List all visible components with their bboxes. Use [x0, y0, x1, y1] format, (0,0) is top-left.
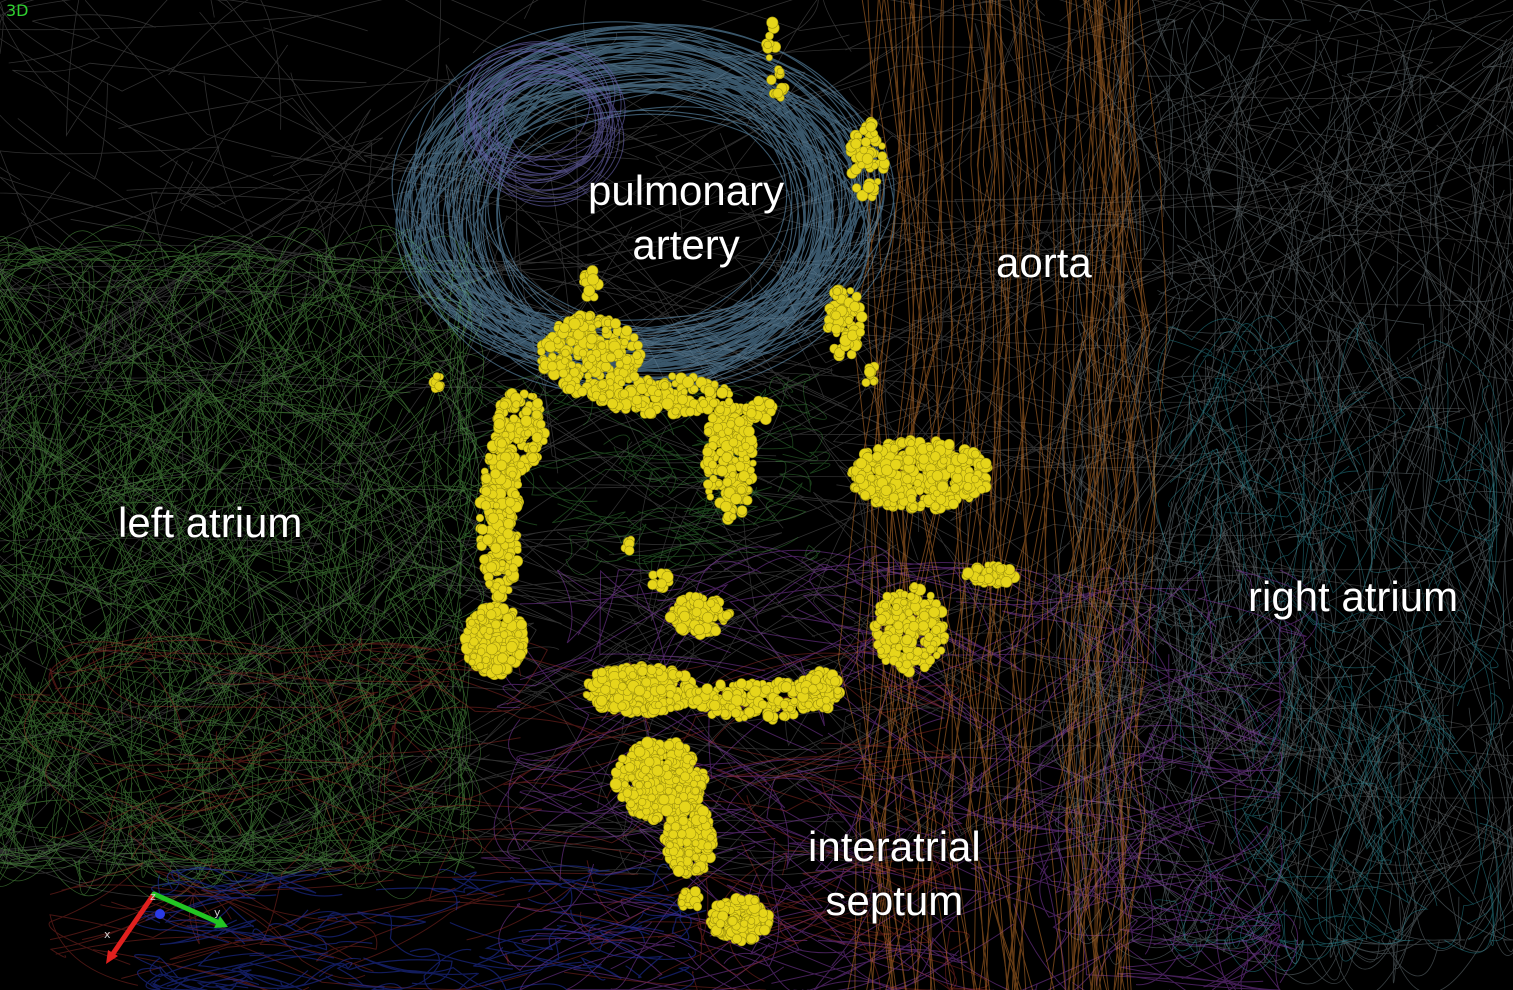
x-axis-line: [107, 891, 157, 961]
z-axis-dot: [155, 909, 165, 919]
axis-orientation-gizmo: x y z: [104, 890, 228, 964]
z-axis-label: z: [150, 890, 156, 903]
label-pulmonary-artery-line1: pulmonary: [588, 167, 785, 214]
view-mode-indicator: 3D: [6, 1, 29, 20]
y-axis-line: [151, 891, 225, 927]
label-aorta: aorta: [996, 239, 1092, 286]
left-atrium-mesh: [0, 224, 495, 901]
lower-red-mesh: [11, 631, 993, 990]
label-interatrial-septum-line1: interatrial: [808, 823, 981, 870]
lower-blue-mesh: [134, 863, 707, 990]
y-axis-label: y: [214, 906, 221, 919]
label-left-atrium: left atrium: [118, 499, 303, 546]
label-interatrial-septum-line2: septum: [825, 876, 964, 924]
x-axis-arrowhead: [106, 950, 118, 964]
x-axis-label: x: [104, 928, 111, 941]
label-interatrial-septum: interatrial septum: [808, 820, 981, 928]
right-atrium-mesh: [1050, 0, 1513, 990]
pulmonary-artery-inner-mesh: [453, 41, 626, 207]
label-pulmonary-artery: pulmonary artery: [588, 164, 784, 272]
label-pulmonary-artery-line2: artery: [632, 220, 740, 268]
y-axis-arrowhead: [214, 916, 228, 928]
label-right-atrium: right atrium: [1248, 573, 1459, 620]
highlighted-point-cloud: [428, 16, 1021, 947]
